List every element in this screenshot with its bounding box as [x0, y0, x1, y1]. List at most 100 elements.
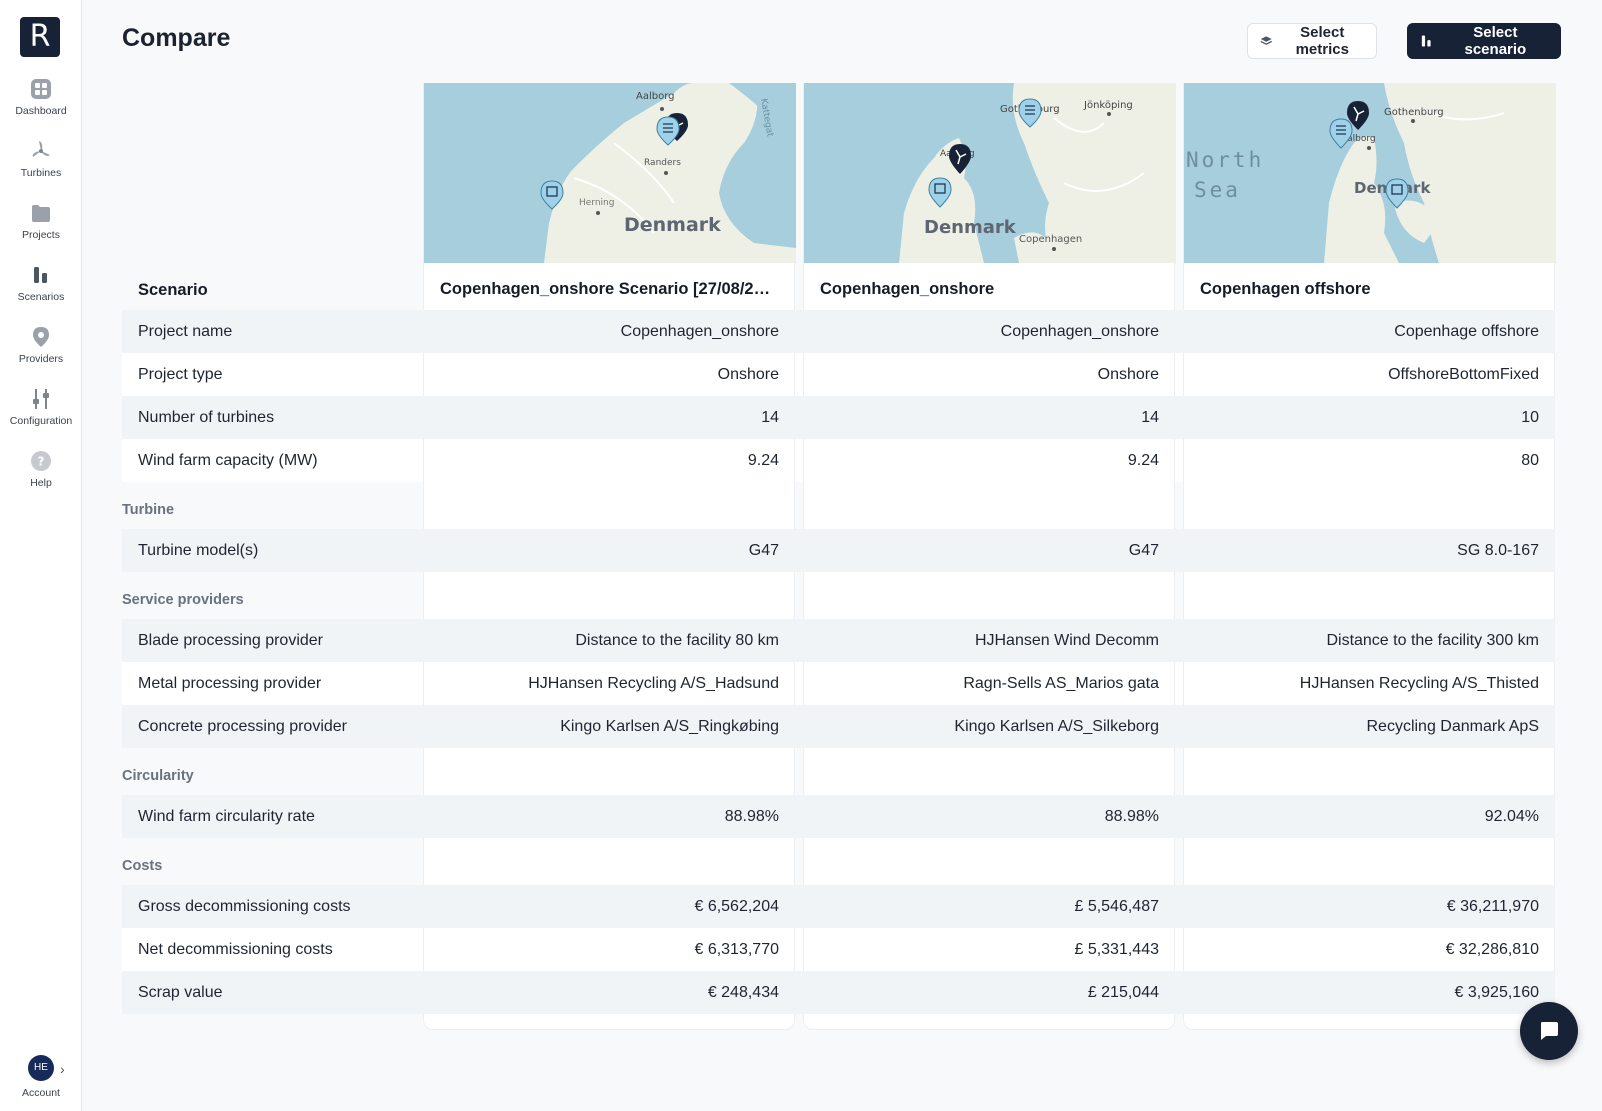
row-label-project-type: Project type [138, 366, 223, 383]
scenario-column-title: Copenhagen_onshore Scenario [27/08/2… [440, 280, 771, 298]
sliders-icon [33, 389, 49, 409]
cell-background [803, 396, 1175, 439]
cell-project-type: OffshoreBottomFixed [1388, 366, 1539, 383]
scenario-column-title: Copenhagen_onshore [820, 280, 995, 298]
sidebar-item-label: Projects [22, 229, 60, 241]
cell-background [803, 529, 1175, 572]
sidebar-item-label: Configuration [9, 415, 73, 427]
cell-background [803, 971, 1175, 1014]
provider-marker-icon [656, 116, 680, 146]
cell-scrap-value: £ 215,044 [1087, 984, 1159, 1001]
cell-concrete-provider: Kingo Karlsen A/S_Ringkøbing [560, 718, 779, 735]
cell-scrap-value: € 248,434 [707, 984, 779, 1001]
map-label-sea: North [1186, 148, 1264, 172]
cell-net-costs: € 32,286,810 [1445, 941, 1539, 958]
cell-turbine-models: SG 8.0-167 [1457, 542, 1539, 559]
cell-blade-provider: Distance to the facility 80 km [575, 632, 779, 649]
cell-background [423, 310, 795, 353]
cell-gross-costs: € 6,562,204 [694, 898, 779, 915]
select-scenario-button[interactable]: Select scenario [1407, 23, 1561, 59]
sidebar-item-label: Dashboard [15, 105, 67, 117]
row-label-concrete-provider: Concrete processing provider [138, 718, 347, 735]
location-pin-icon [33, 327, 49, 347]
grid-icon [31, 79, 51, 99]
cell-capacity: 80 [1521, 452, 1539, 469]
cell-metal-provider: Ragn-Sells AS_Marios gata [963, 675, 1159, 692]
turbine-marker-icon [1347, 101, 1369, 130]
cell-project-type: Onshore [717, 366, 779, 383]
cell-blade-provider: HJHansen Wind Decomm [974, 632, 1159, 649]
provider-marker-icon [928, 177, 952, 208]
cell-metal-provider: HJHansen Recycling A/S_Thisted [1299, 675, 1539, 692]
map-label-city: Aalborg [636, 91, 675, 102]
sidebar-item-turbines[interactable]: Turbines [0, 140, 82, 192]
sidebar-item-configuration[interactable]: Configuration [0, 388, 82, 440]
scenario-map[interactable]: Gothenburg Jönköping Aalborg Denmark Cop… [804, 83, 1176, 263]
map-label-city: Jönköping [1083, 100, 1133, 111]
cell-capacity: 9.24 [747, 452, 779, 469]
sidebar-item-help[interactable]: ? Help [0, 450, 82, 502]
account-label: Account [22, 1087, 60, 1099]
map-label-city: Randers [644, 158, 681, 168]
bars-icon [1421, 35, 1431, 47]
cell-circularity-rate: 88.98% [724, 808, 779, 825]
cell-scrap-value: € 3,925,160 [1454, 984, 1539, 1001]
section-turbine: Turbine [122, 502, 175, 518]
row-label-turbine-models: Turbine model(s) [138, 542, 259, 559]
cell-background [803, 619, 1175, 662]
chat-icon [1541, 1022, 1558, 1040]
row-label-metal-provider: Metal processing provider [138, 675, 322, 692]
app-logo[interactable]: R [20, 17, 60, 57]
cell-num-turbines: 14 [1141, 409, 1159, 426]
chat-button[interactable] [1520, 1002, 1578, 1060]
cell-project-type: Onshore [1097, 366, 1159, 383]
cell-background [1183, 971, 1555, 1014]
select-metrics-label: Select metrics [1295, 24, 1349, 58]
provider-marker-icon [1329, 118, 1353, 149]
cell-blade-provider: Distance to the facility 300 km [1326, 632, 1539, 649]
row-label-circularity-rate: Wind farm circularity rate [138, 808, 315, 825]
cell-background [1183, 885, 1555, 928]
sidebar-item-scenarios[interactable]: Scenarios [0, 264, 82, 316]
cell-concrete-provider: Recycling Danmark ApS [1366, 718, 1539, 735]
sidebar-item-providers[interactable]: Providers [0, 326, 82, 378]
row-label-net-costs: Net decommissioning costs [138, 941, 333, 958]
row-label-project-name: Project name [138, 323, 233, 340]
scenario-map[interactable]: Gothenburg Aalborg North Sea Denmark [1184, 83, 1556, 263]
sidebar-item-dashboard[interactable]: Dashboard [0, 78, 82, 130]
cell-circularity-rate: 88.98% [1104, 808, 1159, 825]
avatar[interactable]: HE [28, 1055, 54, 1081]
cell-background [1183, 705, 1555, 748]
sidebar-item-label: Providers [18, 353, 64, 365]
provider-marker-icon [1018, 98, 1042, 128]
cell-concrete-provider: Kingo Karlsen A/S_Silkeborg [954, 718, 1159, 735]
cell-background [423, 885, 795, 928]
cell-project-name: Copenhagen_onshore [620, 323, 779, 340]
map-label-city: Gothenburg [1384, 107, 1444, 118]
map-label-city: Aalborg [1341, 134, 1376, 144]
turbine-icon [32, 141, 50, 157]
row-label-number-of-turbines: Number of turbines [138, 409, 275, 426]
cell-capacity: 9.24 [1127, 452, 1159, 469]
account-menu[interactable]: HE › Account [0, 1055, 82, 1099]
page-title: Compare [122, 24, 231, 52]
row-label-gross-costs: Gross decommissioning costs [138, 898, 351, 915]
cell-background [423, 971, 795, 1014]
turbine-marker-icon [949, 144, 971, 174]
map-label-city: Copenhagen [1019, 234, 1082, 245]
map-label-country: Denmark [924, 217, 1017, 238]
row-label-scrap-value: Scrap value [138, 984, 223, 1001]
cell-net-costs: € 6,313,770 [694, 941, 779, 958]
scenario-map[interactable]: Aalborg Randers Herning Denmark Kattegat [424, 83, 796, 263]
cell-background [1183, 795, 1555, 838]
sidebar-item-projects[interactable]: Projects [0, 202, 82, 254]
sidebar-item-label: Turbines [20, 167, 62, 179]
map-label-sea: Sea [1194, 178, 1241, 202]
cell-num-turbines: 14 [761, 409, 779, 426]
select-metrics-button[interactable]: Select metrics [1247, 23, 1377, 59]
chevron-right-icon[interactable]: › [60, 1061, 65, 1077]
scenario-column-title: Copenhagen offshore [1200, 280, 1371, 298]
cell-background [803, 310, 1175, 353]
provider-marker-icon [540, 180, 564, 210]
cell-background [1183, 529, 1555, 572]
